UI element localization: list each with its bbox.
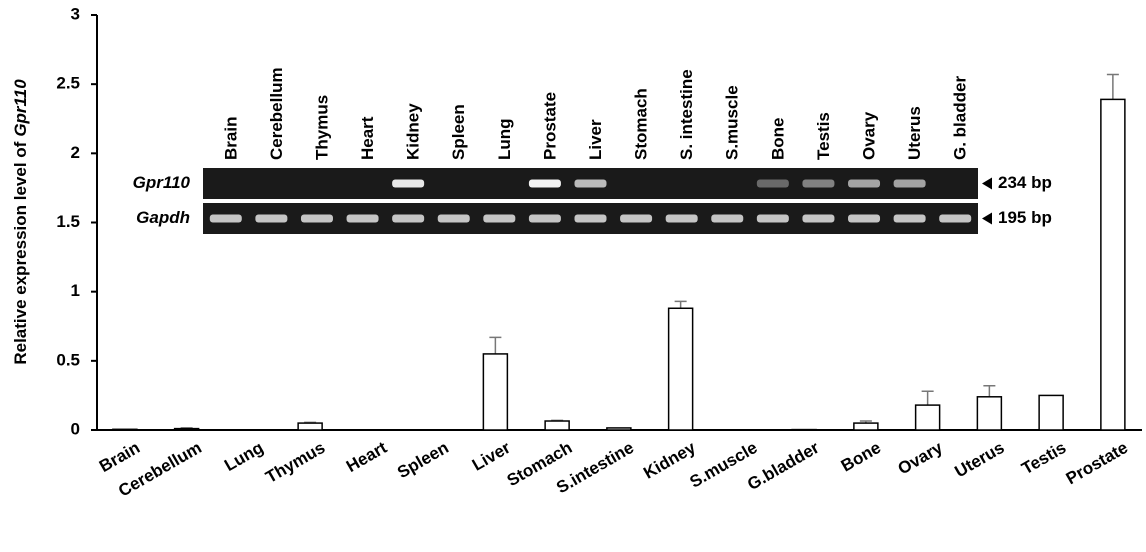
x-tick-label: Heart	[343, 438, 390, 476]
bar	[854, 423, 878, 430]
lane-label: Kidney	[404, 103, 423, 160]
x-tick-label: G.bladder	[744, 438, 823, 494]
bar	[669, 308, 693, 430]
gel-row-label: Gapdh	[136, 208, 190, 227]
x-tick-label: Spleen	[394, 438, 452, 482]
lane-label: Heart	[358, 116, 377, 160]
y-tick-label: 0.5	[56, 350, 80, 369]
lane-label: Lung	[495, 118, 514, 160]
x-tick-label: Ovary	[895, 438, 947, 479]
lane-label: Prostate	[540, 92, 559, 160]
bar	[977, 397, 1001, 430]
gel-band	[802, 180, 834, 188]
lane-label: S. intestine	[677, 69, 696, 160]
y-tick-label: 0	[71, 419, 80, 438]
lane-label: G. bladder	[951, 76, 970, 160]
gel-band	[438, 215, 470, 223]
lane-label: Testis	[814, 112, 833, 160]
bar	[607, 428, 631, 430]
gel-arrow	[982, 213, 992, 225]
gel-band	[939, 215, 971, 223]
lane-label: Liver	[586, 119, 605, 160]
gel-band	[301, 215, 333, 223]
lane-label: Brain	[221, 117, 240, 160]
error-bar	[489, 337, 501, 354]
x-tick-label: Lung	[221, 438, 266, 475]
gel-band	[575, 180, 607, 188]
x-tick-label: Testis	[1018, 438, 1069, 478]
y-tick-label: 2	[71, 143, 80, 162]
y-tick-label: 1.5	[56, 212, 80, 231]
gel-size-label: 234 bp	[998, 173, 1052, 192]
x-tick-label: Uterus	[951, 438, 1007, 481]
x-tick-label: Brain	[96, 438, 143, 476]
gel-size-label: 195 bp	[998, 208, 1052, 227]
lane-label: Bone	[768, 118, 787, 161]
gel-band	[757, 180, 789, 188]
error-bar	[675, 301, 687, 308]
x-tick-label: Bone	[838, 438, 884, 476]
gel-arrow	[982, 178, 992, 190]
y-tick-label: 3	[71, 4, 80, 23]
gel-band	[392, 180, 424, 188]
gel-band	[529, 215, 561, 223]
bar	[916, 405, 940, 430]
gel-band	[711, 215, 743, 223]
lane-label: S.muscle	[723, 85, 742, 160]
gel-row-label: Gpr110	[133, 173, 191, 192]
y-label-gene: Gpr110	[11, 79, 30, 137]
y-tick-label: 2.5	[56, 74, 80, 93]
gel-band	[255, 215, 287, 223]
bar	[545, 421, 569, 430]
gel-band	[757, 215, 789, 223]
error-bar	[922, 391, 934, 405]
bar	[175, 429, 199, 430]
error-bar	[983, 386, 995, 397]
lane-label: Spleen	[449, 104, 468, 160]
y-label: Relative expression level of	[11, 141, 30, 364]
gel-band	[392, 215, 424, 223]
x-tick-label: Thymus	[262, 438, 328, 487]
gel-band	[210, 215, 242, 223]
bar	[1039, 395, 1063, 430]
y-tick-label: 1	[71, 281, 80, 300]
x-tick-label: Liver	[469, 438, 514, 475]
chart: Relative expression level of Gpr110 0 0.5 1…	[0, 0, 1146, 552]
gel-band	[529, 180, 561, 188]
lane-label: Ovary	[860, 111, 879, 160]
gel-band	[848, 215, 880, 223]
gel-band	[575, 215, 607, 223]
gel-band	[666, 215, 698, 223]
lane-label: Cerebellum	[267, 67, 286, 160]
bar	[298, 423, 322, 430]
x-tick-label: Prostate	[1063, 438, 1131, 488]
gel-band	[894, 215, 926, 223]
error-bar	[1107, 74, 1119, 99]
lane-label: Stomach	[632, 88, 651, 160]
bar	[113, 429, 137, 430]
gel-band	[894, 180, 926, 188]
gel-band	[848, 180, 880, 188]
bar	[1101, 99, 1125, 430]
gel-band	[802, 215, 834, 223]
gel-band	[483, 215, 515, 223]
y-axis-title: Relative expression level of Gpr110	[11, 79, 30, 365]
lane-label: Uterus	[905, 106, 924, 160]
bar	[483, 354, 507, 430]
gel-band	[347, 215, 379, 223]
gel-band	[620, 215, 652, 223]
lane-label: Thymus	[312, 95, 331, 160]
